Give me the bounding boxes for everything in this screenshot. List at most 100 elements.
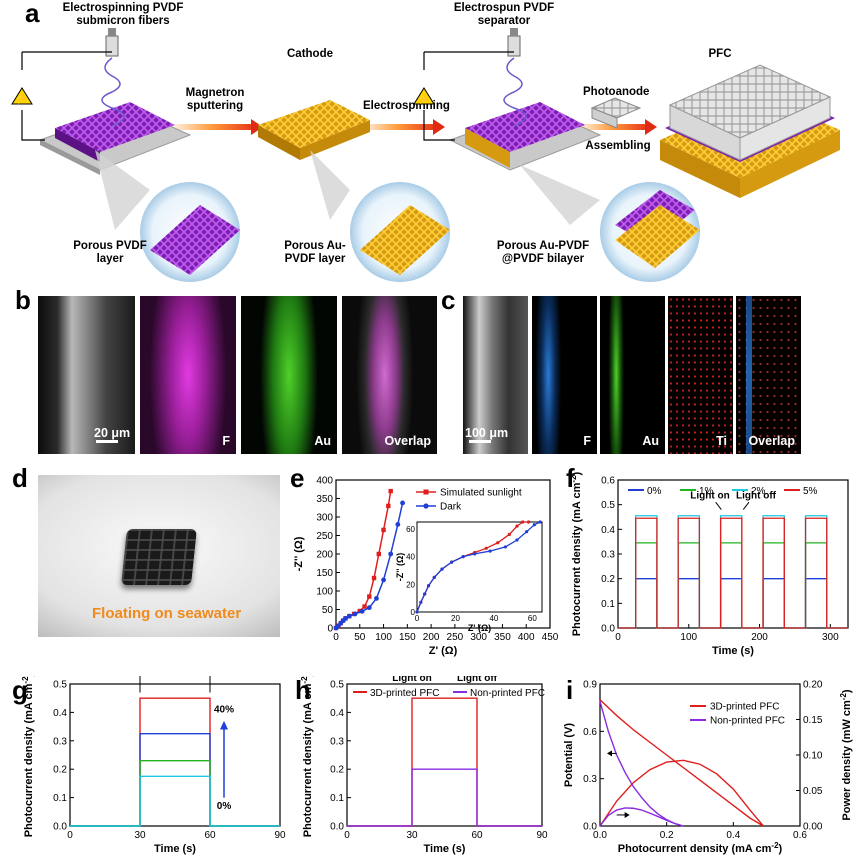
power-curve [599, 759, 764, 827]
series-line [618, 515, 848, 629]
svg-text:⚡: ⚡ [418, 92, 430, 105]
y-axis-label: Photocurrent density (mA cm-2) [21, 676, 35, 837]
axis-arrow-head [607, 750, 612, 757]
zoom3-label: Porous Au-PVDF @PVDF bilayer [496, 240, 590, 266]
y-tick-label: 0.3 [53, 736, 67, 747]
panel-g-letter: g [12, 675, 28, 705]
x-tick-label: 200 [423, 632, 440, 643]
data-point [346, 613, 352, 619]
series-line [618, 542, 848, 629]
annotation-light-off: Light off [736, 491, 777, 502]
d-floating-pfc [121, 529, 197, 585]
data-point [357, 608, 362, 614]
c-map-overlap-label: Overlap [748, 434, 795, 448]
chart-e: 0 50 100 150 200 250 300 350 400 4500501001502002… [293, 476, 559, 658]
series-line [70, 775, 280, 827]
y-tick-label: 0.2 [601, 574, 615, 585]
y-tick-label: 0.0 [53, 822, 67, 833]
b-map-au-label: Au [314, 434, 331, 448]
x-axis-label: Z' (Ω) [429, 645, 458, 657]
y-tick-label: 0.0 [583, 822, 597, 833]
c-map-overlap: Overlap [736, 296, 801, 454]
zoom2-label: Porous Au-PVDF layer [284, 240, 346, 266]
y-tick-label: 0.2 [53, 765, 67, 776]
inset-data-point [450, 560, 454, 564]
step1-title: Electrospinning PVDF submicron fibers [62, 2, 184, 28]
inset-y-tick-label: 0 [411, 608, 416, 617]
y-tick-label: 0.6 [583, 727, 597, 738]
x-axis-label: Time (s) [712, 645, 754, 657]
y-tick-label: 0.5 [601, 500, 615, 511]
zoom-bubble-1 [95, 150, 240, 282]
y-tick-label: 0.4 [601, 525, 615, 536]
series-line [70, 759, 280, 827]
legend-label: 2% [751, 486, 766, 497]
axis-arrow-head [624, 811, 630, 818]
power-curve [599, 807, 684, 827]
data-point [388, 488, 393, 494]
data-point [381, 577, 386, 583]
data-point [386, 503, 391, 509]
panel-i-letter: i [566, 675, 574, 705]
plot-frame [69, 683, 281, 827]
chart-f: 0 100 200 300 0.0 0.1 0.2 0.3 0.4 0.5 0.6 Time (s) P… [569, 471, 849, 657]
y2-axis-label: Power density (mW cm-2) [839, 689, 853, 821]
x-tick-label: 0 [67, 830, 73, 841]
inset-data-point [525, 530, 529, 534]
chart-h: 0 30 60 90 0.0 0.1 0.2 0.3 0.4 0.5 Time (s) Photocu… [300, 676, 548, 855]
x-tick-label: 250 [447, 632, 464, 643]
y-tick-label: 0.4 [53, 708, 67, 719]
plot-frame [346, 683, 543, 827]
data-point [374, 596, 379, 601]
x-tick-label: 100 [375, 632, 392, 643]
arrow1-label: Magnetron sputtering [185, 87, 245, 113]
chart-i: 0.0 0.2 0.4 0.6 0.0 0.3 0.6 0.9 Photocurrent den… [563, 680, 853, 856]
y2-tick-label: 0.00 [803, 822, 823, 833]
inset-data-point [515, 524, 519, 528]
inset-data-point [432, 575, 436, 579]
annotation-arrow [742, 501, 750, 510]
data-point [362, 604, 367, 609]
y-tick-label: 0.3 [601, 550, 615, 561]
x-axis-label: Time (s) [154, 843, 196, 855]
legend-marker [423, 503, 429, 509]
y-axis-label: Potential (V) [563, 723, 575, 788]
pfc-stack [660, 64, 840, 198]
legend-label: Non-printed PFC [470, 688, 545, 699]
y2-tick-label: 0.10 [803, 751, 823, 762]
b-scale-bar: 20 μm [94, 426, 131, 440]
inset-data-point [440, 567, 444, 571]
data-point [376, 551, 381, 557]
electrospinning-setup-1: ⚡ [11, 28, 192, 175]
step4-title: PFC [708, 48, 732, 60]
x-tick-label: 300 [470, 632, 487, 643]
y-tick-label: 0.1 [53, 793, 67, 804]
zoom-bubble-3 [520, 165, 700, 282]
step3-title: Electrospun PVDF separator [453, 2, 555, 28]
x-tick-label: 400 [518, 632, 535, 643]
b-map-overlap: Overlap [342, 296, 437, 454]
x-tick-label: 0.2 [660, 830, 674, 841]
inset-data-point [503, 545, 508, 549]
b-sem-image: 20 μm [38, 296, 135, 454]
inset-data-point [496, 541, 500, 545]
photoanode-lattice [590, 97, 642, 129]
y-tick-label: 0.4 [330, 708, 344, 719]
b-map-au: Au [241, 296, 337, 454]
d-caption: Floating on seawater [92, 605, 242, 622]
data-point [359, 608, 365, 614]
y-tick-label: 0.1 [601, 599, 615, 610]
y-tick-label: 0.9 [583, 680, 597, 691]
x-tick-label: 350 [494, 632, 511, 643]
x-tick-label: 30 [406, 830, 418, 841]
inset-data-point [526, 520, 531, 524]
b-map-overlap-label: Overlap [384, 434, 431, 448]
legend-label: Non-printed PFC [710, 716, 785, 727]
panel-a-illustration: ⚡ ⚡ [11, 28, 840, 282]
annotation-0: 0% [217, 801, 232, 812]
c-map-f: F [532, 296, 597, 454]
inset-x-tick-label: 0 [415, 614, 420, 623]
zoom1-label: Porous PVDF layer [73, 240, 147, 266]
data-point [367, 594, 372, 599]
legend-marker [423, 489, 429, 495]
